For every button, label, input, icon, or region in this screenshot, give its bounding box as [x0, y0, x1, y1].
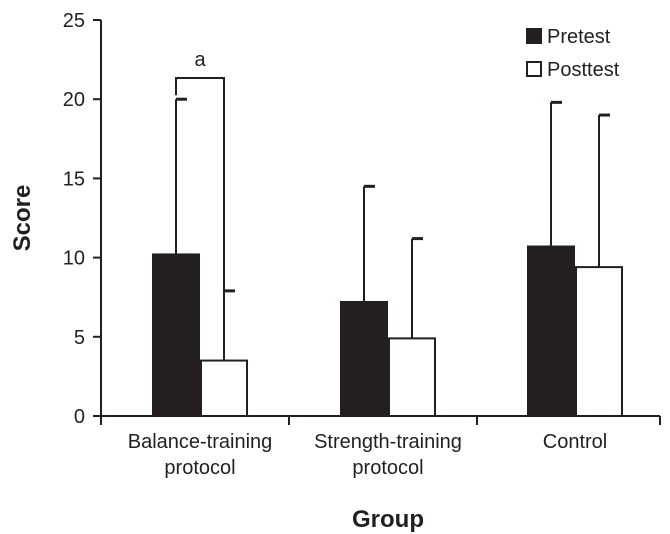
- y-tick-label: 15: [63, 168, 85, 190]
- x-tick-label: Strength-training protocol: [314, 431, 462, 479]
- y-tick-label: 0: [74, 406, 85, 428]
- axes-layer: [100, 20, 660, 417]
- y-ticks: 0 5 10 15 20 25: [63, 10, 661, 428]
- bar-posttest: [575, 266, 623, 417]
- x-tick-labels: Balance-training protocol Strength-trainin…: [128, 431, 608, 479]
- y-tick-label: 5: [74, 327, 85, 349]
- bar-pretest: [152, 253, 200, 417]
- legend: Pretest Posttest: [526, 26, 620, 81]
- significance-label: a: [194, 49, 206, 71]
- bar-posttest: [388, 337, 436, 417]
- significance-annotation: a: [175, 49, 225, 291]
- error-bars-layer: [175, 97, 610, 361]
- x-tick-label: Control: [543, 431, 607, 453]
- legend-swatch-posttest: [526, 61, 542, 77]
- legend-swatch-pretest: [526, 28, 542, 44]
- bar-pretest: [527, 245, 575, 417]
- y-tick-label: 20: [63, 89, 85, 111]
- x-axis-title: Group: [352, 506, 424, 533]
- y-axis-title: Score: [9, 185, 36, 252]
- legend-label-pretest: Pretest: [547, 26, 611, 48]
- significance-bracket: [175, 77, 225, 291]
- legend-label-posttest: Posttest: [547, 59, 620, 81]
- bar-posttest: [200, 359, 248, 417]
- y-tick-label: 10: [63, 248, 85, 270]
- y-tick-label: 25: [63, 10, 85, 32]
- bar-pretest: [340, 300, 388, 417]
- x-tick-label: Balance-training protocol: [128, 431, 273, 479]
